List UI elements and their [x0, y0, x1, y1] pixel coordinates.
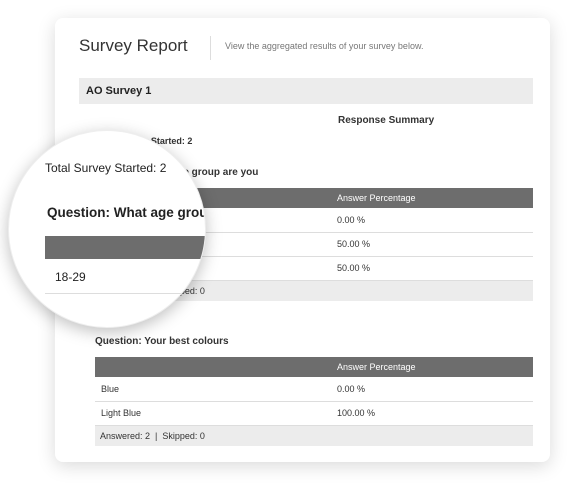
- mag-row-line: [45, 293, 205, 294]
- column-header: Answer Percentage: [337, 193, 416, 203]
- table-row-line: [95, 401, 533, 402]
- percentage: 0.00 %: [337, 384, 366, 394]
- question-title: Question: Your best colours: [95, 336, 229, 347]
- footer-text: Answered: 2 | Skipped: 0: [100, 431, 205, 441]
- page-title: Survey Report: [79, 36, 188, 55]
- percentage: 100.00 %: [337, 408, 376, 418]
- table-footer: [95, 426, 533, 446]
- table-row-line: [95, 425, 533, 426]
- survey-bar: [79, 78, 533, 104]
- answer: Light Blue: [101, 408, 142, 418]
- page-subtitle: View the aggregated results of your surv…: [225, 41, 424, 51]
- table-header: [95, 357, 533, 377]
- column-header: Answer Percentage: [337, 362, 416, 372]
- table-header: [95, 188, 533, 208]
- table-row-line: [95, 256, 533, 257]
- answer: Blue: [101, 384, 120, 394]
- summary-title: Response Summary: [338, 115, 435, 126]
- mag-started: Total Survey Started: 2: [45, 161, 167, 175]
- survey-name: AO Survey 1: [86, 85, 152, 97]
- mag-answer: 18-29: [55, 270, 86, 284]
- mag-question: Question: What age group are you: [47, 205, 205, 220]
- percentage: 50.00 %: [337, 239, 371, 249]
- mag-table-header: [45, 236, 205, 259]
- table-row-line: [95, 232, 533, 233]
- percentage: 0.00 %: [337, 215, 366, 225]
- divider: [210, 36, 211, 60]
- percentage: 50.00 %: [337, 263, 371, 273]
- table-row-line: [95, 280, 533, 281]
- magnifier: Total Survey Started: 2 Question: What a…: [8, 130, 206, 328]
- table-footer: [95, 281, 533, 301]
